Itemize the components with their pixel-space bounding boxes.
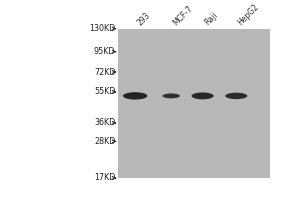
Text: 17KD: 17KD — [94, 174, 116, 182]
Text: 130KD: 130KD — [89, 24, 116, 33]
Ellipse shape — [127, 94, 144, 97]
Ellipse shape — [225, 93, 247, 99]
Text: 72KD: 72KD — [94, 68, 116, 77]
Text: 95KD: 95KD — [94, 47, 116, 56]
Ellipse shape — [195, 94, 210, 97]
Text: 36KD: 36KD — [94, 118, 116, 127]
Text: 293: 293 — [135, 10, 152, 27]
Ellipse shape — [191, 92, 214, 99]
Text: MCF-7: MCF-7 — [171, 4, 194, 27]
Bar — [118, 29, 270, 178]
Ellipse shape — [163, 93, 180, 98]
Text: 28KD: 28KD — [94, 137, 116, 146]
Ellipse shape — [123, 92, 147, 100]
Text: 55KD: 55KD — [94, 87, 116, 96]
Text: Raji: Raji — [202, 10, 219, 27]
Text: HepG2: HepG2 — [236, 2, 261, 27]
Ellipse shape — [229, 94, 244, 97]
Ellipse shape — [165, 94, 177, 96]
